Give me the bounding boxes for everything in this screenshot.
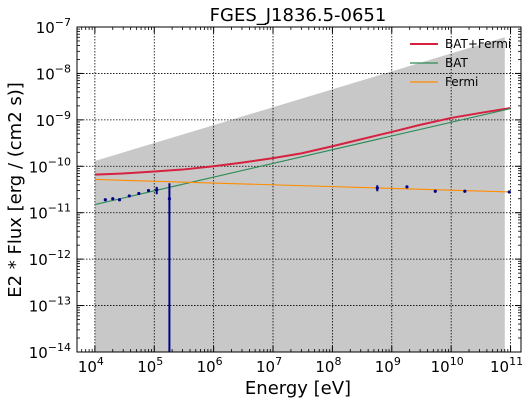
y-axis-label: E2 * Flux [erg / (cm2 s)] — [5, 82, 26, 298]
x-tick-exponent: 6 — [216, 355, 223, 368]
legend: BAT+Fermi BAT Fermi — [410, 37, 511, 89]
x-tick-label: 1011 — [490, 355, 523, 376]
data-point — [463, 189, 467, 193]
y-tick-exponent: −11 — [48, 202, 71, 215]
x-tick-exponent: 7 — [275, 355, 282, 368]
x-tick-exponent: 11 — [509, 355, 523, 368]
y-tick-label: 10−11 — [29, 202, 71, 223]
legend-label: BAT — [445, 56, 469, 70]
data-point — [405, 185, 409, 189]
y-tick-label: 10−7 — [36, 16, 71, 37]
y-tick-exponent: −12 — [48, 248, 71, 261]
data-point — [137, 191, 141, 196]
y-tick-label: 10−9 — [36, 109, 71, 130]
y-tick-exponent: −9 — [55, 109, 71, 122]
y-tick-label: 10−10 — [29, 155, 71, 176]
x-tick-label: 108 — [315, 355, 341, 376]
y-tick-base: 10 — [29, 251, 48, 269]
y-tick-base: 10 — [29, 205, 48, 223]
data-point — [117, 198, 122, 202]
legend-label: Fermi — [445, 75, 478, 89]
y-tick-base: 10 — [29, 298, 48, 316]
data-point — [103, 198, 107, 202]
y-tick-base: 10 — [36, 112, 55, 130]
x-axis-label: Energy [eV] — [245, 378, 351, 399]
x-tick-label: 107 — [256, 355, 282, 376]
chart-title: FGES_J1836.5-0651 — [210, 5, 387, 26]
series-line — [94, 178, 511, 193]
series-line — [94, 108, 511, 206]
axes-frame — [76, 26, 522, 353]
x-tick-label: 104 — [78, 355, 104, 376]
y-tick-exponent: −14 — [48, 341, 71, 354]
y-tick-exponent: −7 — [55, 16, 71, 29]
x-tick-label: 109 — [375, 355, 401, 376]
data-point — [127, 194, 131, 198]
x-tick-exponent: 4 — [97, 355, 104, 368]
data-point — [155, 188, 159, 192]
data-point — [433, 189, 437, 193]
y-tick-exponent: −8 — [55, 62, 71, 75]
x-tick-label: 1010 — [431, 355, 464, 376]
y-tick-label: 10−14 — [29, 341, 71, 362]
uncertainty-band — [94, 37, 505, 352]
data-point — [167, 197, 172, 201]
x-tick-exponent: 9 — [394, 355, 401, 368]
y-tick-base: 10 — [29, 344, 48, 362]
legend-label: BAT+Fermi — [445, 37, 511, 51]
data-point — [146, 188, 151, 193]
series-line — [94, 107, 511, 176]
x-tick-exponent: 8 — [334, 355, 341, 368]
y-tick-base: 10 — [36, 19, 55, 37]
x-tick-label: 105 — [137, 355, 163, 376]
y-tick-exponent: −13 — [48, 295, 71, 308]
y-tick-base: 10 — [29, 158, 48, 176]
x-tick-exponent: 10 — [450, 355, 464, 368]
data-point — [507, 190, 511, 194]
y-tick-label: 10−12 — [29, 248, 71, 269]
y-tick-exponent: −10 — [48, 155, 71, 168]
data-point — [111, 197, 115, 201]
y-tick-base: 10 — [36, 65, 55, 83]
data-point — [375, 186, 379, 190]
x-tick-label: 106 — [197, 355, 223, 376]
y-tick-label: 10−8 — [36, 62, 71, 83]
plot-area: 104 105 106 107 108 109 1010 101110−1410−1310−1… — [29, 16, 523, 376]
x-tick-exponent: 5 — [156, 355, 163, 368]
y-tick-label: 10−13 — [29, 295, 71, 316]
